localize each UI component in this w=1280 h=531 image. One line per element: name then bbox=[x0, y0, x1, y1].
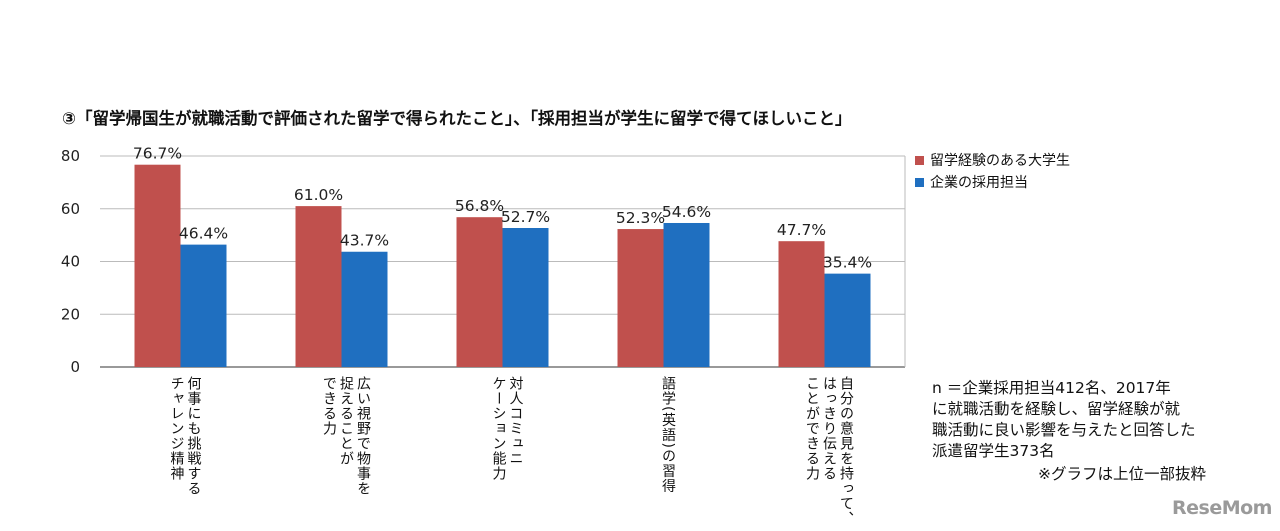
y-tick-label: 40 bbox=[61, 253, 80, 271]
category-label: 語学(英語)の習得 bbox=[660, 376, 676, 494]
data-label: 52.3% bbox=[616, 209, 665, 227]
chart-title: ③「留学帰国生が就職活動で評価された留学で得られたこと」、「採用担当が学生に留学… bbox=[62, 109, 852, 128]
excerpt-note: ※グラフは上位一部抜粋 bbox=[1038, 465, 1206, 483]
bar bbox=[134, 164, 181, 367]
category-label: 広い視野で物事を 捉えることが できる力 bbox=[321, 376, 371, 496]
data-label: 35.4% bbox=[823, 254, 872, 272]
bar bbox=[341, 251, 388, 367]
y-tick-label: 60 bbox=[61, 200, 80, 218]
legend-label: 企業の採用担当 bbox=[930, 175, 1028, 191]
data-label: 56.8% bbox=[455, 197, 504, 215]
legend-swatch bbox=[915, 177, 924, 187]
data-label: 54.6% bbox=[662, 203, 711, 221]
y-tick-label: 0 bbox=[70, 358, 80, 376]
bar bbox=[295, 206, 342, 367]
resemom-logo: ReseMom bbox=[1172, 497, 1272, 519]
legend-item-companies: 企業の採用担当 bbox=[915, 172, 1028, 192]
category-label: 対人コミュニ ケーション能力 bbox=[490, 376, 524, 481]
legend-label: 留学経験のある大学生 bbox=[930, 153, 1070, 169]
bar bbox=[663, 222, 710, 367]
bar bbox=[824, 273, 871, 367]
data-label: 43.7% bbox=[340, 232, 389, 250]
y-tick-label: 20 bbox=[61, 305, 80, 323]
bar bbox=[617, 229, 664, 367]
data-label: 52.7% bbox=[501, 208, 550, 226]
bar bbox=[180, 244, 227, 367]
legend-swatch bbox=[915, 155, 924, 165]
data-label: 46.4% bbox=[179, 225, 228, 243]
data-label: 61.0% bbox=[294, 186, 343, 204]
data-label: 47.7% bbox=[777, 221, 826, 239]
category-label: 自分の意見を持って、 はっきり伝える ことができる力 bbox=[804, 376, 854, 526]
bar bbox=[502, 228, 549, 367]
bar bbox=[778, 241, 825, 367]
sample-note: n ＝企業採用担当412名、2017年 に就職活動を経験し、留学経験が就 職活動… bbox=[932, 379, 1196, 460]
bar bbox=[456, 217, 503, 367]
data-label: 76.7% bbox=[133, 145, 182, 163]
category-label: 何事にも挑戦する チャレンジ精神 bbox=[168, 376, 202, 496]
legend-item-students: 留学経験のある大学生 bbox=[915, 150, 1070, 170]
y-tick-label: 80 bbox=[61, 147, 80, 165]
